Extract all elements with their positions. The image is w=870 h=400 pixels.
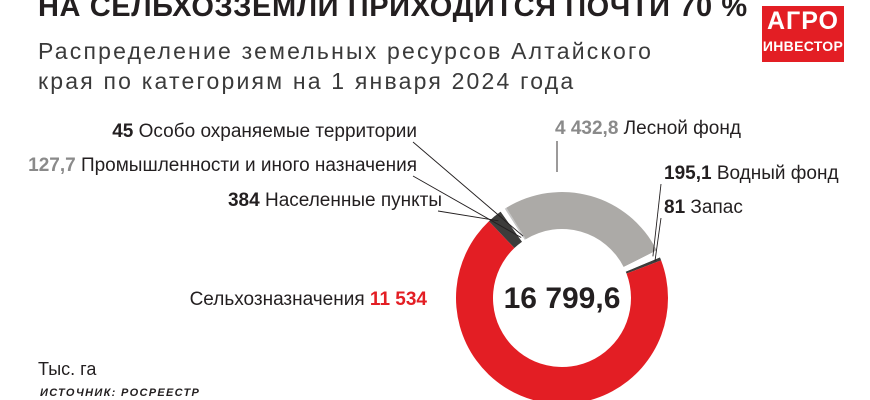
label-settlements-name: Населенные пункты bbox=[260, 190, 442, 211]
leader-lines bbox=[412, 141, 662, 262]
label-forest: 4 432,8 Лесной фонд bbox=[555, 118, 741, 139]
units-label: Тыс. га bbox=[38, 359, 97, 379]
label-forest-name: Лесной фонд bbox=[618, 118, 741, 139]
label-industry-name: Промышленности и иного назначения bbox=[76, 155, 417, 176]
source-label: ИСТОЧНИК: РОСРЕЕСТР bbox=[40, 387, 201, 399]
label-forest-value: 4 432,8 bbox=[555, 118, 618, 139]
agroinvestor-logo: АГРО ИНВЕСТОР bbox=[762, 6, 844, 62]
chart-subtitle: Распределение земельных ресурсов Алтайск… bbox=[38, 36, 718, 96]
slice-protected bbox=[504, 207, 526, 240]
slice-labels: 81 Запас Сельхозназначения 11 534 384 Насе… bbox=[28, 118, 838, 310]
label-reserve-value: 81 bbox=[664, 197, 686, 218]
logo-line-1: АГРО bbox=[766, 7, 840, 35]
label-protected-value: 45 bbox=[112, 121, 134, 142]
label-industry: 127,7 Промышленности и иного назначения bbox=[28, 155, 417, 176]
slice-reserve bbox=[625, 257, 662, 274]
label-agricultural-name: Сельхозназначения bbox=[190, 289, 370, 310]
label-settlements: 384 Населенные пункты bbox=[228, 190, 442, 211]
label-agricultural-value: 11 534 bbox=[370, 289, 427, 310]
label-settlements-value: 384 bbox=[228, 190, 260, 211]
subtitle-line-1: Распределение земельных ресурсов Алтайск… bbox=[38, 38, 654, 64]
subtitle-line-2: края по категориям на 1 января 2024 года bbox=[38, 68, 576, 94]
label-water-name: Водный фонд bbox=[712, 163, 839, 184]
chart-title: НА СЕЛЬХОЗЗЕМЛИ ПРИХОДИТСЯ ПОЧТИ 70 % bbox=[38, 0, 748, 23]
leader-line-water bbox=[652, 183, 662, 257]
leader-line-industry bbox=[412, 175, 522, 238]
leader-line-protected bbox=[412, 141, 524, 237]
label-reserve-name: Запас bbox=[685, 197, 743, 218]
label-industry-value: 127,7 bbox=[28, 155, 76, 176]
slice-industry bbox=[500, 208, 525, 242]
label-water-value: 195,1 bbox=[664, 163, 712, 184]
label-protected-name: Особо охраняемые территории bbox=[133, 121, 417, 142]
logo-line-2: ИНВЕСТОР bbox=[762, 38, 844, 54]
slice-forest bbox=[506, 191, 657, 268]
total-value-label: 16 799,6 bbox=[504, 282, 621, 315]
leader-line-reserve bbox=[654, 217, 662, 262]
label-water: 195,1 Водный фонд bbox=[664, 163, 839, 184]
label-agricultural: Сельхозназначения 11 534 bbox=[190, 289, 428, 310]
slice-agricultural bbox=[456, 221, 668, 400]
label-protected: 45 Особо охраняемые территории bbox=[112, 121, 417, 142]
slice-water bbox=[623, 250, 660, 272]
label-reserve: 81 Запас bbox=[664, 197, 743, 218]
